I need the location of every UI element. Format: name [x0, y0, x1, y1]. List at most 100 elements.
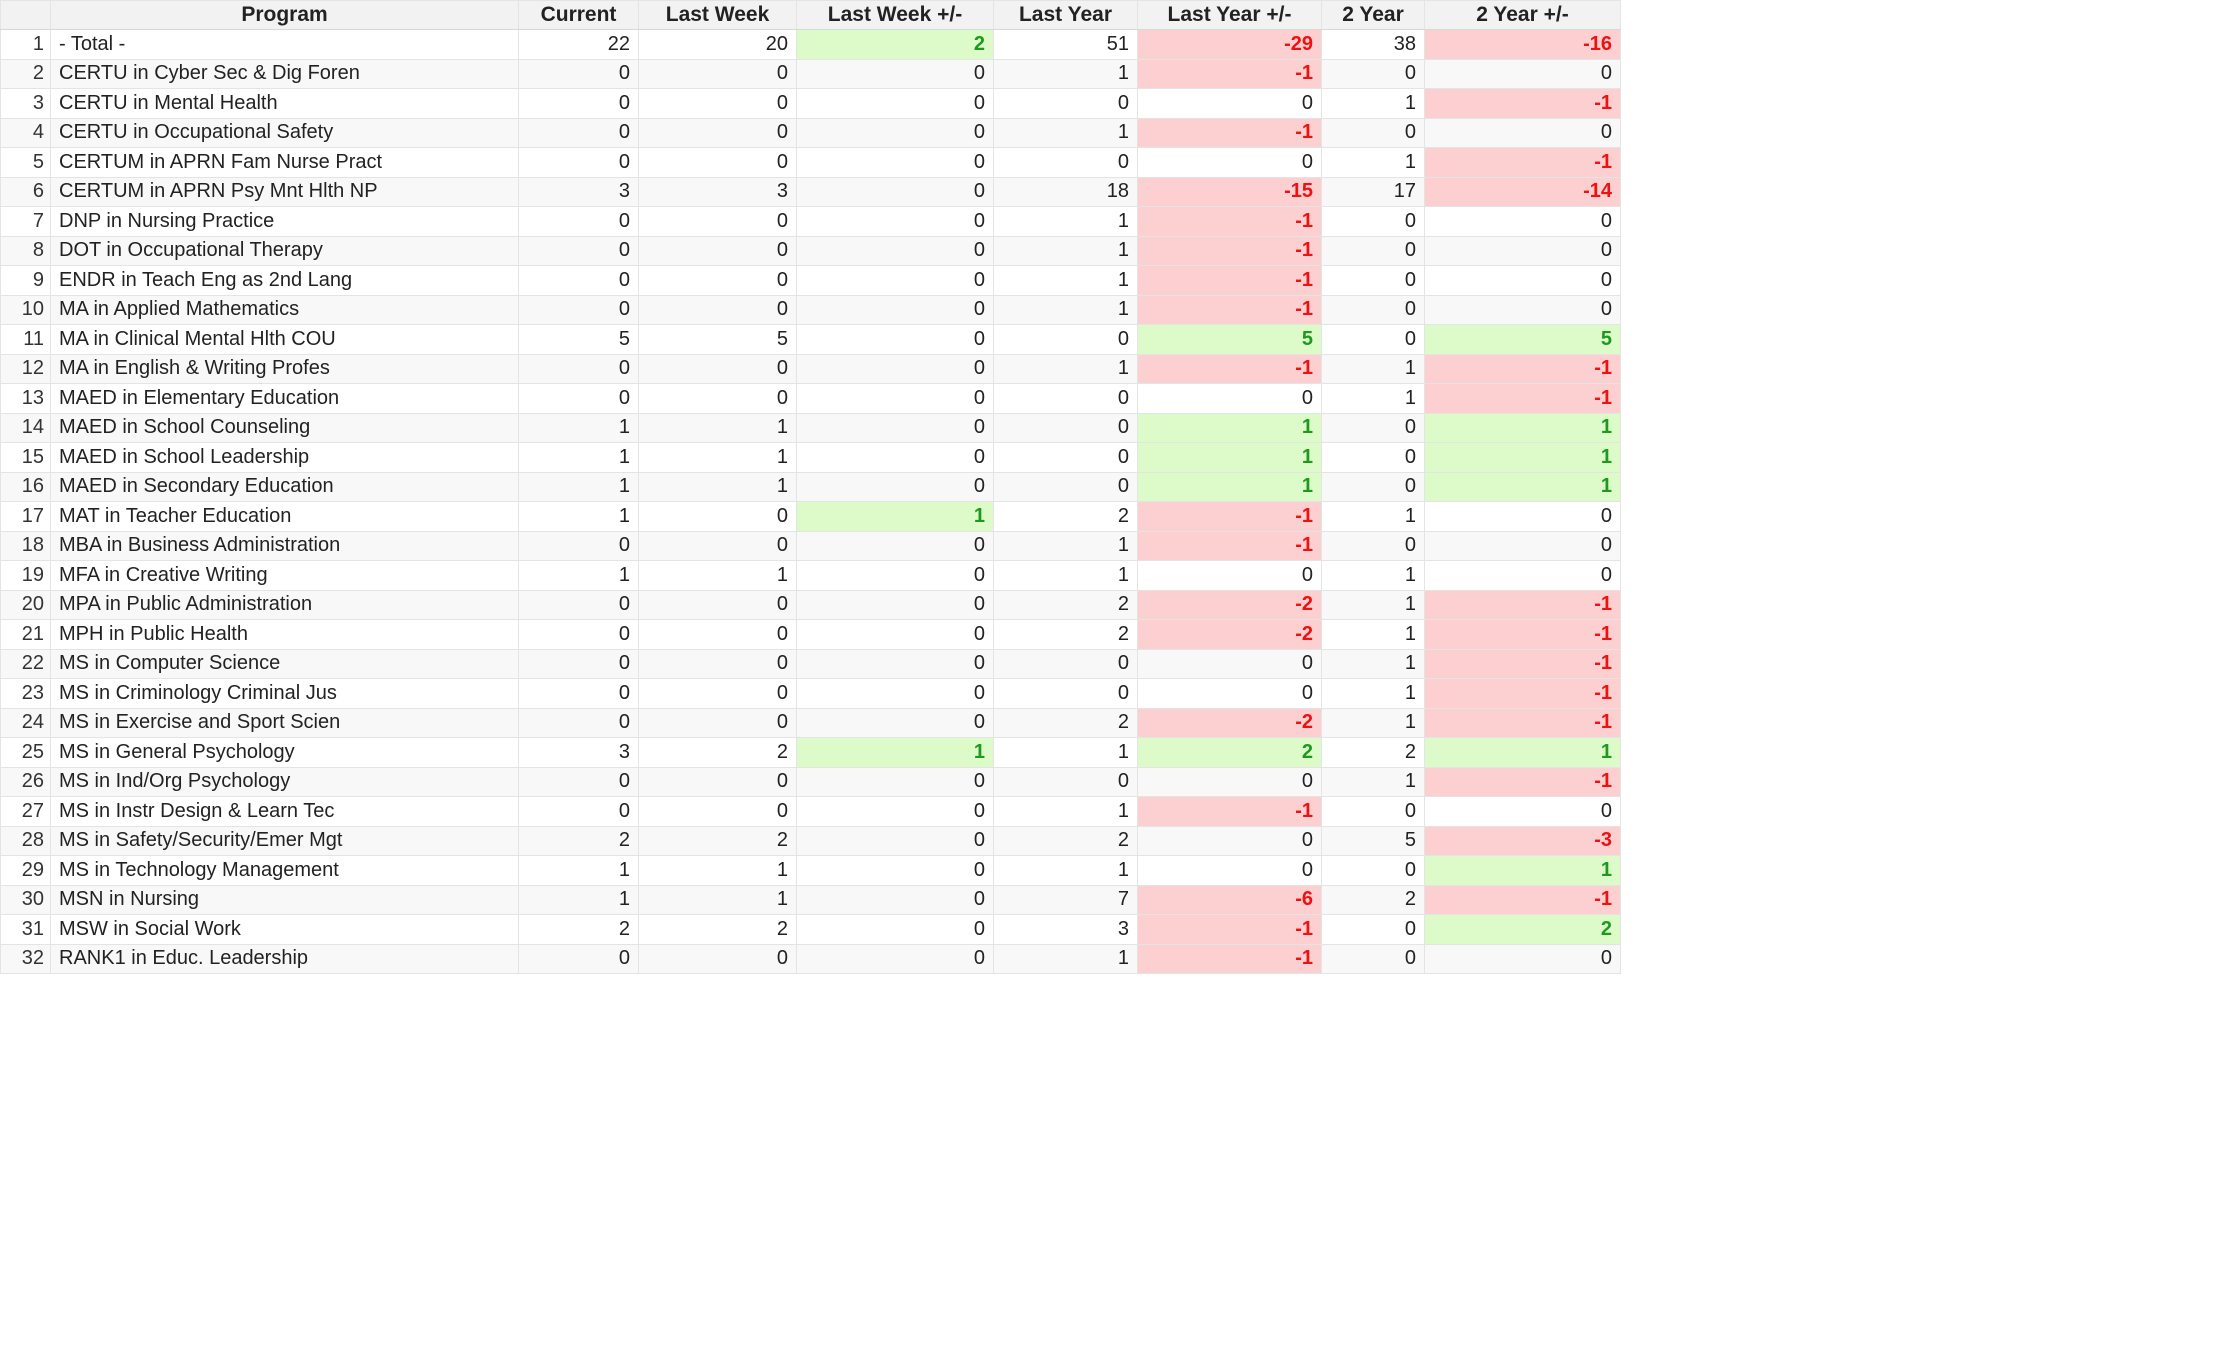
two-year-column-header[interactable]: 2 Year — [1321, 0, 1425, 30]
table-row[interactable]: 29 MS in Technology Management 1 1 0 1 0 0 1 — [0, 855, 1621, 886]
last-week-change-cell: 0 — [796, 855, 994, 886]
program-name-cell: - Total - — [50, 29, 519, 60]
last-year-value-cell: 2 — [993, 825, 1138, 856]
table-row[interactable]: 14 MAED in School Counseling 1 1 0 0 1 0 1 — [0, 412, 1621, 443]
two-year-change-cell: -1 — [1424, 884, 1621, 915]
program-name-cell: MPH in Public Health — [50, 619, 519, 650]
last-week-change-cell: 0 — [796, 88, 994, 119]
table-row[interactable]: 24 MS in Exercise and Sport Scien 0 0 0 2 -2 1-… — [0, 707, 1621, 738]
two-year-value-cell: 0 — [1321, 412, 1425, 443]
current-column-header[interactable]: Current — [518, 0, 639, 30]
last-year-change-column-header[interactable]: Last Year +/- — [1137, 0, 1322, 30]
table-row[interactable]: 21 MPH in Public Health 0 0 0 2 -2 1 -1 — [0, 619, 1621, 650]
table-row[interactable]: 27 MS in Instr Design & Learn Tec 0 0 0 1 -1 0 0 — [0, 796, 1621, 827]
table-row[interactable]: 28 MS in Safety/Security/Emer Mgt 2 2 0 2 0 5 -3 — [0, 825, 1621, 856]
two-year-value-cell: 1 — [1321, 707, 1425, 738]
current-value-cell: 1 — [518, 442, 639, 473]
table-row[interactable]: 17 MAT in Teacher Education 1 0 1 2 -1 1 0 — [0, 501, 1621, 532]
table-row[interactable]: 18 MBA in Business Administration 0 0 0 1 -1 0 0 — [0, 530, 1621, 561]
current-value-cell: 0 — [518, 265, 639, 296]
two-year-value-cell: 1 — [1321, 589, 1425, 620]
table-row[interactable]: 22 MS in Computer Science 0 0 0 0 0 1 -1 — [0, 648, 1621, 679]
program-name-cell: CERTU in Occupational Safety — [50, 117, 519, 148]
last-year-change-cell: -2 — [1137, 619, 1322, 650]
header-row: Program Current Last Week Last Week +/- … — [0, 0, 1621, 30]
two-year-value-cell: 0 — [1321, 442, 1425, 473]
last-week-value-cell: 0 — [638, 88, 797, 119]
last-year-column-header[interactable]: Last Year — [993, 0, 1138, 30]
table-row[interactable]: 15 MAED in School Leadership 1 1 0 0 1 0 1 — [0, 442, 1621, 473]
table-row[interactable]: 30 MSN in Nursing 1 1 0 7 -6 2 -1 — [0, 884, 1621, 915]
last-week-value-cell: 0 — [638, 707, 797, 738]
last-week-value-cell: 0 — [638, 383, 797, 414]
last-week-value-cell: 20 — [638, 29, 797, 60]
last-week-change-cell: 0 — [796, 206, 994, 237]
last-year-change-cell: 0 — [1137, 88, 1322, 119]
program-name-cell: MSN in Nursing — [50, 884, 519, 915]
table-row[interactable]: 2 CERTU in Cyber Sec & Dig Foren 0 0 0 1 -1 0 0 — [0, 58, 1621, 89]
table-row[interactable]: 16 MAED in Secondary Education 1 1 0 0 1 0 1 — [0, 471, 1621, 502]
row-number-cell: 13 — [0, 383, 51, 414]
last-year-change-cell: 0 — [1137, 825, 1322, 856]
table-row[interactable]: 9 ENDR in Teach Eng as 2nd Lang 0 0 0 1 -1 0 0 — [0, 265, 1621, 296]
two-year-value-cell: 0 — [1321, 471, 1425, 502]
two-year-change-cell: 0 — [1424, 943, 1621, 974]
program-name-cell: MAED in School Counseling — [50, 412, 519, 443]
row-number-cell: 14 — [0, 412, 51, 443]
two-year-value-cell: 1 — [1321, 678, 1425, 709]
table-row[interactable]: 6 CERTUM in APRN Psy Mnt Hlth NP 3 3 0 18 -15 1… — [0, 176, 1621, 207]
program-column-header[interactable]: Program — [50, 0, 519, 30]
table-row[interactable]: 7 DNP in Nursing Practice 0 0 0 1 -1 0 0 — [0, 206, 1621, 237]
last-week-change-column-header[interactable]: Last Week +/- — [796, 0, 994, 30]
last-week-column-header[interactable]: Last Week — [638, 0, 797, 30]
last-year-value-cell: 0 — [993, 766, 1138, 797]
row-number-cell: 26 — [0, 766, 51, 797]
program-enrollment-table: Program Current Last Week Last Week +/- … — [0, 0, 1621, 974]
table-row[interactable]: 5 CERTUM in APRN Fam Nurse Pract 0 0 0 0 0 1 -1 — [0, 147, 1621, 178]
two-year-change-cell: -16 — [1424, 29, 1621, 60]
row-number-cell: 15 — [0, 442, 51, 473]
two-year-value-cell: 1 — [1321, 560, 1425, 591]
two-year-change-column-header[interactable]: 2 Year +/- — [1424, 0, 1621, 30]
table-row[interactable]: 10 MA in Applied Mathematics 0 0 0 1 -1 0 0 — [0, 294, 1621, 325]
last-year-change-cell: 0 — [1137, 855, 1322, 886]
table-row[interactable]: 31 MSW in Social Work 2 2 0 3 -1 0 2 — [0, 914, 1621, 945]
row-number-cell: 32 — [0, 943, 51, 974]
table-row[interactable]: 11 MA in Clinical Mental Hlth COU 5 5 0 0 5 0 5 — [0, 324, 1621, 355]
table-row[interactable]: 8 DOT in Occupational Therapy 0 0 0 1 -1 0 0 — [0, 235, 1621, 266]
current-value-cell: 0 — [518, 943, 639, 974]
program-name-cell: MBA in Business Administration — [50, 530, 519, 561]
table-row[interactable]: 12 MA in English & Writing Profes 0 0 0 1 -1 1-… — [0, 353, 1621, 384]
two-year-change-cell: 1 — [1424, 412, 1621, 443]
two-year-value-cell: 0 — [1321, 943, 1425, 974]
table-row[interactable]: 19 MFA in Creative Writing 1 1 0 1 0 1 0 — [0, 560, 1621, 591]
table-row[interactable]: 4 CERTU in Occupational Safety 0 0 0 1 -1 0 0 — [0, 117, 1621, 148]
table-row[interactable]: 3 CERTU in Mental Health 0 0 0 0 0 1 -1 — [0, 88, 1621, 119]
last-year-value-cell: 1 — [993, 560, 1138, 591]
last-week-value-cell: 0 — [638, 766, 797, 797]
table-row[interactable]: 26 MS in Ind/Org Psychology 0 0 0 0 0 1 -1 — [0, 766, 1621, 797]
last-week-change-cell: 1 — [796, 501, 994, 532]
table-row[interactable]: 25 MS in General Psychology 3 2 1 1 2 2 1 — [0, 737, 1621, 768]
last-year-change-cell: 0 — [1137, 766, 1322, 797]
current-value-cell: 0 — [518, 88, 639, 119]
current-value-cell: 2 — [518, 914, 639, 945]
table-row[interactable]: 1- Total -22 20 2 51 -29 38 -16 — [0, 29, 1621, 60]
last-week-change-cell: 0 — [796, 265, 994, 296]
last-week-change-cell: 0 — [796, 707, 994, 738]
last-week-value-cell: 5 — [638, 324, 797, 355]
current-value-cell: 0 — [518, 796, 639, 827]
last-week-change-cell: 0 — [796, 353, 994, 384]
table-row[interactable]: 13 MAED in Elementary Education 0 0 0 0 0 1 -1 — [0, 383, 1621, 414]
last-week-change-cell: 0 — [796, 825, 994, 856]
table-row[interactable]: 23 MS in Criminology Criminal Jus 0 0 0 0 0 1 -1 — [0, 678, 1621, 709]
current-value-cell: 3 — [518, 176, 639, 207]
table-row[interactable]: 32 RANK1 in Educ. Leadership 0 0 0 1 -1 0 0 — [0, 943, 1621, 974]
table-row[interactable]: 20 MPA in Public Administration 0 0 0 2 -2 1 -1 — [0, 589, 1621, 620]
last-year-change-cell: -1 — [1137, 353, 1322, 384]
last-year-value-cell: 0 — [993, 471, 1138, 502]
last-week-value-cell: 0 — [638, 678, 797, 709]
last-week-change-cell: 0 — [796, 796, 994, 827]
two-year-value-cell: 0 — [1321, 206, 1425, 237]
current-value-cell: 0 — [518, 530, 639, 561]
